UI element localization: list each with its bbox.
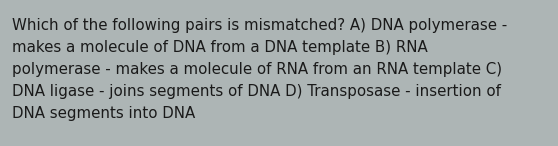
Text: makes a molecule of DNA from a DNA template B) RNA: makes a molecule of DNA from a DNA templ… bbox=[12, 40, 428, 55]
Text: DNA ligase - joins segments of DNA D) Transposase - insertion of: DNA ligase - joins segments of DNA D) Tr… bbox=[12, 84, 501, 99]
Text: Which of the following pairs is mismatched? A) DNA polymerase -: Which of the following pairs is mismatch… bbox=[12, 18, 507, 33]
Text: DNA segments into DNA: DNA segments into DNA bbox=[12, 106, 195, 121]
Text: polymerase - makes a molecule of RNA from an RNA template C): polymerase - makes a molecule of RNA fro… bbox=[12, 62, 502, 77]
